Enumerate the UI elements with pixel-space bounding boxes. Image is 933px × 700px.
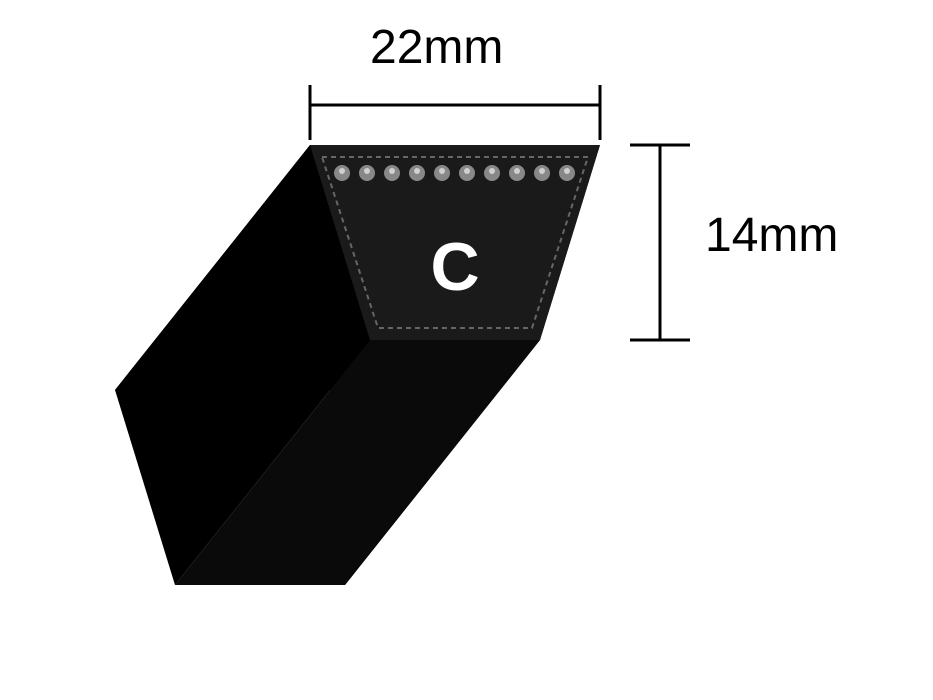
belt-letter-marking: C — [430, 229, 479, 305]
vbelt-diagram: C 22mm 14mm — [0, 0, 933, 700]
width-dimension-label: 22mm — [370, 20, 503, 75]
height-dimension — [630, 145, 690, 340]
width-dimension — [310, 85, 600, 140]
belt-svg: C — [0, 0, 933, 700]
height-dimension-label: 14mm — [705, 208, 838, 263]
